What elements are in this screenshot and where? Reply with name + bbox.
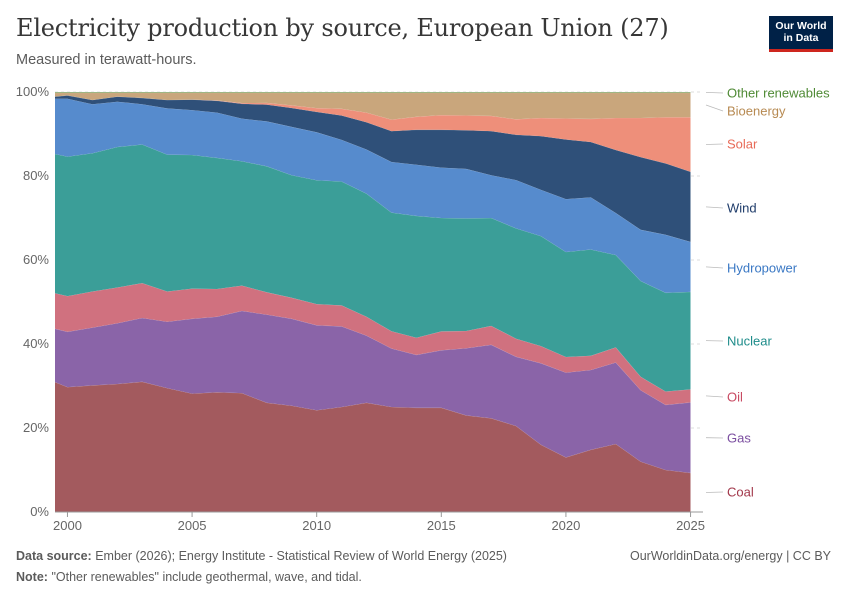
series-label-bioenergy[interactable]: Bioenergy [727, 104, 786, 119]
chart-title: Electricity production by source, Europe… [16, 14, 669, 42]
area-coal[interactable] [55, 381, 691, 512]
series-label-nuclear[interactable]: Nuclear [727, 334, 772, 349]
y-tick-label: 80% [23, 168, 49, 183]
x-tick-label: 2005 [178, 518, 207, 533]
note-line: Note: "Other renewables" include geother… [16, 570, 362, 584]
area-wind[interactable] [55, 95, 691, 242]
logo-line-2: in Data [783, 32, 819, 44]
x-tick-label: 2010 [302, 518, 331, 533]
label-connector [705, 143, 724, 145]
x-tick-label: 2015 [427, 518, 456, 533]
label-connector [705, 206, 724, 209]
x-tick-label: 2000 [53, 518, 82, 533]
source-label: Data source: [16, 549, 92, 563]
source-text[interactable]: Ember (2026); Energy Institute - Statist… [95, 549, 507, 563]
area-oil[interactable] [55, 283, 691, 405]
y-tick-label: 20% [23, 420, 49, 435]
label-connector [705, 266, 724, 269]
label-connector [705, 104, 724, 112]
label-connector [705, 92, 724, 94]
owid-link[interactable]: OurWorldinData.org/energy | CC BY [629, 549, 831, 563]
series-label-wind[interactable]: Wind [727, 201, 757, 216]
note-text: "Other renewables" include geothermal, w… [51, 570, 362, 584]
y-tick-label: 40% [23, 336, 49, 351]
series-label-gas[interactable]: Gas [727, 431, 751, 446]
series-label-coal[interactable]: Coal [727, 485, 754, 500]
area-bioenergy[interactable] [55, 92, 691, 120]
area-hydropower[interactable] [55, 98, 691, 293]
series-label-other-renewables[interactable]: Other renewables [727, 86, 830, 101]
area-nuclear[interactable] [55, 144, 691, 392]
series-label-oil[interactable]: Oil [727, 390, 743, 405]
axes: 0% 20% 40% 60% 80% 100% 2000 2005 2010 2015 2020 20… [16, 84, 705, 533]
owid-logo[interactable]: Our World in Data [769, 16, 833, 52]
area-solar[interactable] [55, 95, 691, 172]
series-labels: Coal Gas Oil Nuclear Hydropower Wind Solar Bioe… [705, 86, 830, 500]
series-label-solar[interactable]: Solar [727, 137, 758, 152]
label-connector [705, 395, 724, 398]
y-tick-label: 0% [30, 504, 49, 519]
area-other-renewables[interactable] [55, 92, 691, 93]
series-label-hydropower[interactable]: Hydropower [727, 261, 798, 276]
area-gas[interactable] [55, 310, 691, 473]
area-series [54, 91, 691, 512]
x-tick-label: 2025 [676, 518, 705, 533]
chart-subtitle: Measured in terawatt-hours. [16, 52, 197, 68]
x-tick-label: 2020 [551, 518, 580, 533]
note-label: Note: [16, 570, 48, 584]
y-tick-label: 60% [23, 252, 49, 267]
y-tick-label: 100% [16, 84, 50, 99]
source-line: Data source: Ember (2026); Energy Instit… [16, 549, 507, 563]
logo-line-1: Our World [775, 20, 827, 32]
label-connector [705, 491, 724, 493]
